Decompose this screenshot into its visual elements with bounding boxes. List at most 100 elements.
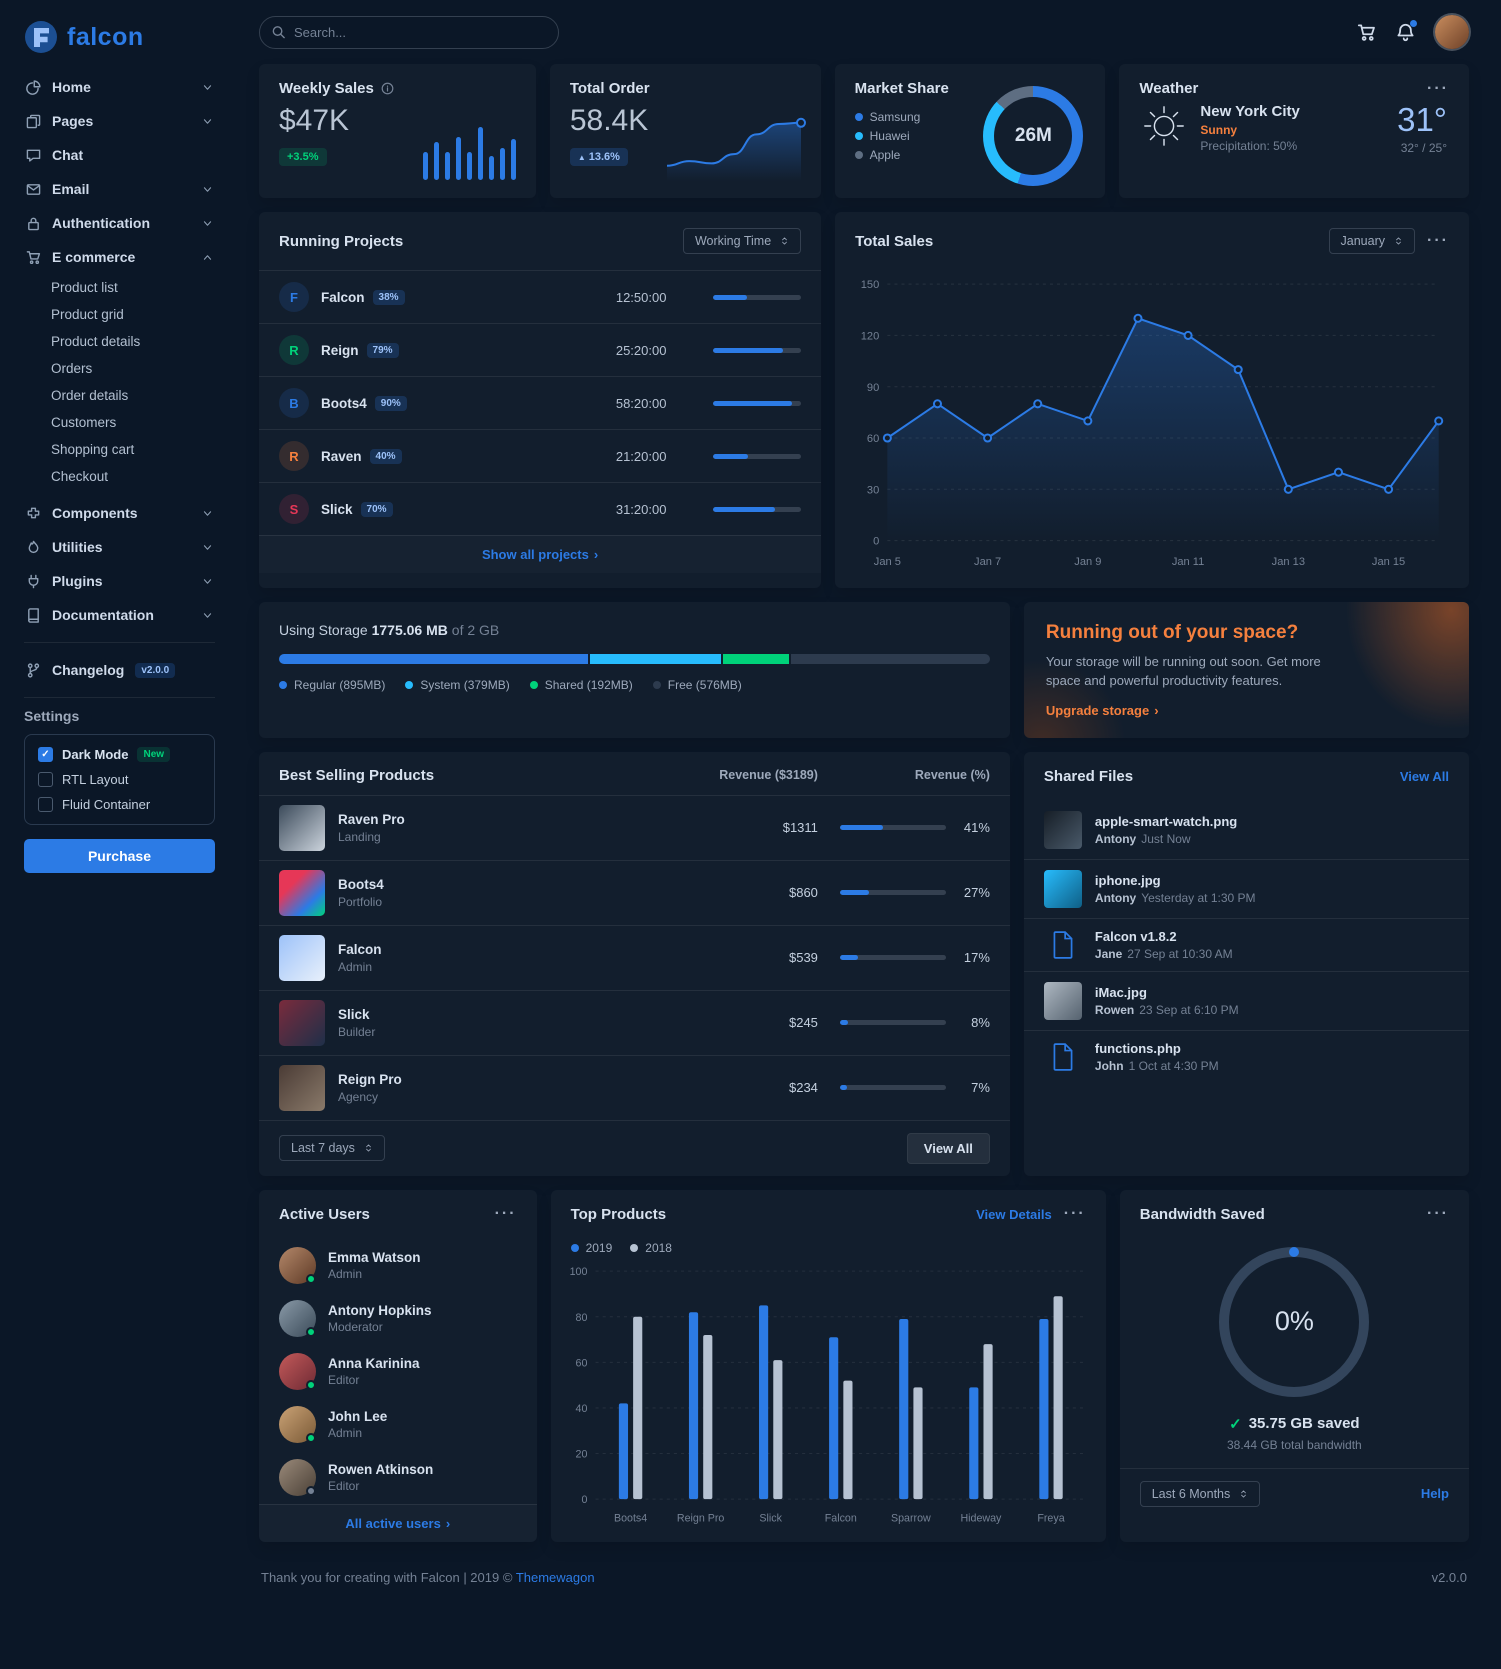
weather-condition: Sunny bbox=[1200, 123, 1238, 137]
view-all-button[interactable]: View All bbox=[906, 1132, 990, 1164]
puzzle-icon bbox=[26, 506, 41, 521]
sidebar-item-order-details[interactable]: Order details bbox=[51, 388, 129, 403]
sidebar-item-shopping-cart[interactable]: Shopping cart bbox=[51, 442, 135, 457]
sidebar-item-authentication[interactable]: Authentication bbox=[24, 206, 215, 240]
project-name-link[interactable]: Raven bbox=[321, 448, 362, 464]
product-category: Builder bbox=[338, 1024, 376, 1039]
sidebar-item-utilities[interactable]: Utilities bbox=[24, 530, 215, 564]
topbar-icons bbox=[1357, 15, 1469, 49]
user-avatar bbox=[279, 1246, 316, 1284]
more-menu-icon[interactable] bbox=[1427, 233, 1449, 249]
project-name-link[interactable]: Boots4 bbox=[321, 395, 367, 411]
more-menu-icon[interactable] bbox=[495, 1206, 517, 1222]
sidebar-item-documentation[interactable]: Documentation bbox=[24, 598, 215, 632]
file-item[interactable]: iphone.jpg Antony Yesterday at 1:30 PM bbox=[1023, 858, 1469, 918]
project-name-link[interactable]: Slick bbox=[321, 501, 353, 517]
legend-label: Samsung bbox=[869, 110, 921, 124]
svg-text:Jan 13: Jan 13 bbox=[1272, 556, 1305, 568]
project-name-link[interactable]: Reign bbox=[321, 342, 359, 358]
show-all-projects-link[interactable]: Show all projects bbox=[259, 535, 822, 573]
help-link[interactable]: Help bbox=[1420, 1486, 1449, 1502]
sidebar-item-home[interactable]: Home bbox=[24, 70, 215, 104]
product-name-link[interactable]: Slick bbox=[338, 1006, 370, 1022]
purchase-button[interactable]: Purchase bbox=[24, 839, 215, 873]
sidebar-item-product-grid[interactable]: Product grid bbox=[51, 307, 124, 322]
sidebar-item-changelog[interactable]: Changelog v2.0.0 bbox=[24, 653, 215, 687]
sidebar-item-ecommerce[interactable]: E commerce bbox=[24, 240, 215, 274]
status-dot bbox=[306, 1485, 316, 1496]
legend-label: Shared (192MB) bbox=[544, 677, 633, 692]
chevron-down-icon bbox=[202, 184, 213, 195]
legend-dot bbox=[405, 680, 414, 689]
product-name-link[interactable]: Boots4 bbox=[338, 876, 384, 892]
divider bbox=[24, 697, 215, 698]
user-avatar[interactable] bbox=[1435, 15, 1469, 49]
product-name-link[interactable]: Falcon bbox=[338, 941, 382, 957]
user-item[interactable]: Anna Karinina Editor bbox=[259, 1345, 537, 1398]
last-7-days-select[interactable]: Last 7 days bbox=[279, 1135, 385, 1162]
bandwidth-ring-chart: 0% bbox=[1219, 1246, 1370, 1397]
bar bbox=[422, 152, 428, 180]
more-menu-icon[interactable] bbox=[1427, 81, 1449, 97]
svg-text:150: 150 bbox=[861, 279, 880, 291]
working-time-select[interactable]: Working Time bbox=[682, 228, 802, 254]
sidebar-item-plugins[interactable]: Plugins bbox=[24, 564, 215, 598]
project-row: F Falcon 38% 12:50:00 bbox=[259, 270, 822, 323]
checkbox[interactable] bbox=[38, 797, 53, 812]
file-item[interactable]: functions.php John 1 Oct at 4:30 PM bbox=[1023, 1029, 1469, 1083]
product-name-link[interactable]: Reign Pro bbox=[338, 1071, 402, 1087]
svg-text:0: 0 bbox=[873, 536, 879, 548]
sidebar-item-checkout[interactable]: Checkout bbox=[51, 469, 109, 484]
file-item[interactable]: apple-smart-watch.png Antony Just Now bbox=[1024, 801, 1469, 859]
settings-option-fluid-container[interactable]: Fluid Container bbox=[38, 797, 201, 812]
user-item[interactable]: Emma Watson Admin bbox=[259, 1239, 537, 1292]
user-item[interactable]: John Lee Admin bbox=[259, 1398, 537, 1451]
sidebar-item-product-list[interactable]: Product list bbox=[51, 280, 118, 295]
month-select[interactable]: January bbox=[1328, 228, 1416, 254]
more-menu-icon[interactable] bbox=[1064, 1206, 1086, 1222]
top-products-card: Top Products View Details 2019 2018 0 20 40… bbox=[550, 1189, 1106, 1542]
weekly-sales-badge: +3.5% bbox=[279, 148, 327, 166]
view-details-link[interactable]: View Details bbox=[976, 1206, 1052, 1222]
upgrade-storage-link[interactable]: Upgrade storage bbox=[1046, 703, 1159, 718]
product-name-link[interactable]: Raven Pro bbox=[338, 811, 405, 827]
notification-dot bbox=[1410, 19, 1417, 27]
user-role: Editor bbox=[328, 1478, 360, 1493]
svg-text:40: 40 bbox=[575, 1403, 587, 1415]
search-input[interactable] bbox=[259, 15, 559, 49]
cart-icon[interactable] bbox=[1357, 23, 1376, 42]
file-item[interactable]: iMac.jpg Rowen 23 Sep at 6:10 PM bbox=[1023, 970, 1469, 1030]
sidebar-submenu-ecommerce: Product list Product grid Product details O… bbox=[51, 274, 215, 490]
svg-text:60: 60 bbox=[867, 433, 879, 445]
settings-option-rtl-layout[interactable]: RTL Layout bbox=[38, 772, 201, 787]
bell-icon[interactable] bbox=[1396, 19, 1417, 42]
user-item[interactable]: Rowen Atkinson Editor bbox=[259, 1451, 537, 1504]
sidebar-item-product-details[interactable]: Product details bbox=[51, 334, 141, 349]
project-name-link[interactable]: Falcon bbox=[321, 289, 365, 305]
checkbox[interactable] bbox=[38, 747, 53, 762]
chevron-down-icon bbox=[202, 542, 213, 553]
last-6-months-select[interactable]: Last 6 Months bbox=[1139, 1480, 1261, 1507]
sidebar-item-email[interactable]: Email bbox=[24, 172, 215, 206]
view-all-files-link[interactable]: View All bbox=[1399, 768, 1449, 784]
sidebar-item-components[interactable]: Components bbox=[24, 496, 215, 530]
user-name: Emma Watson bbox=[328, 1249, 421, 1265]
sidebar-item-chat[interactable]: Chat bbox=[24, 138, 215, 172]
user-item[interactable]: Antony Hopkins Moderator bbox=[259, 1292, 537, 1345]
search-box bbox=[259, 15, 559, 49]
checkbox[interactable] bbox=[38, 772, 53, 787]
more-menu-icon[interactable] bbox=[1427, 1206, 1449, 1222]
file-item[interactable]: Falcon v1.8.2 Jane 27 Sep at 10:30 AM bbox=[1023, 917, 1469, 971]
all-active-users-link[interactable]: All active users bbox=[259, 1503, 537, 1542]
sidebar-item-orders[interactable]: Orders bbox=[51, 361, 93, 376]
chat-icon bbox=[26, 148, 41, 163]
file-owner: John bbox=[1094, 1058, 1124, 1073]
settings-option-dark-mode[interactable]: Dark Mode New bbox=[38, 747, 201, 762]
brand[interactable]: falcon bbox=[24, 14, 215, 70]
themewagon-link[interactable]: Themewagon bbox=[515, 1569, 595, 1585]
sidebar-item-pages[interactable]: Pages bbox=[24, 104, 215, 138]
sidebar-item-customers[interactable]: Customers bbox=[51, 415, 117, 430]
card-title: Best Selling Products bbox=[279, 766, 435, 784]
bar bbox=[455, 136, 461, 180]
info-icon[interactable] bbox=[381, 82, 394, 95]
